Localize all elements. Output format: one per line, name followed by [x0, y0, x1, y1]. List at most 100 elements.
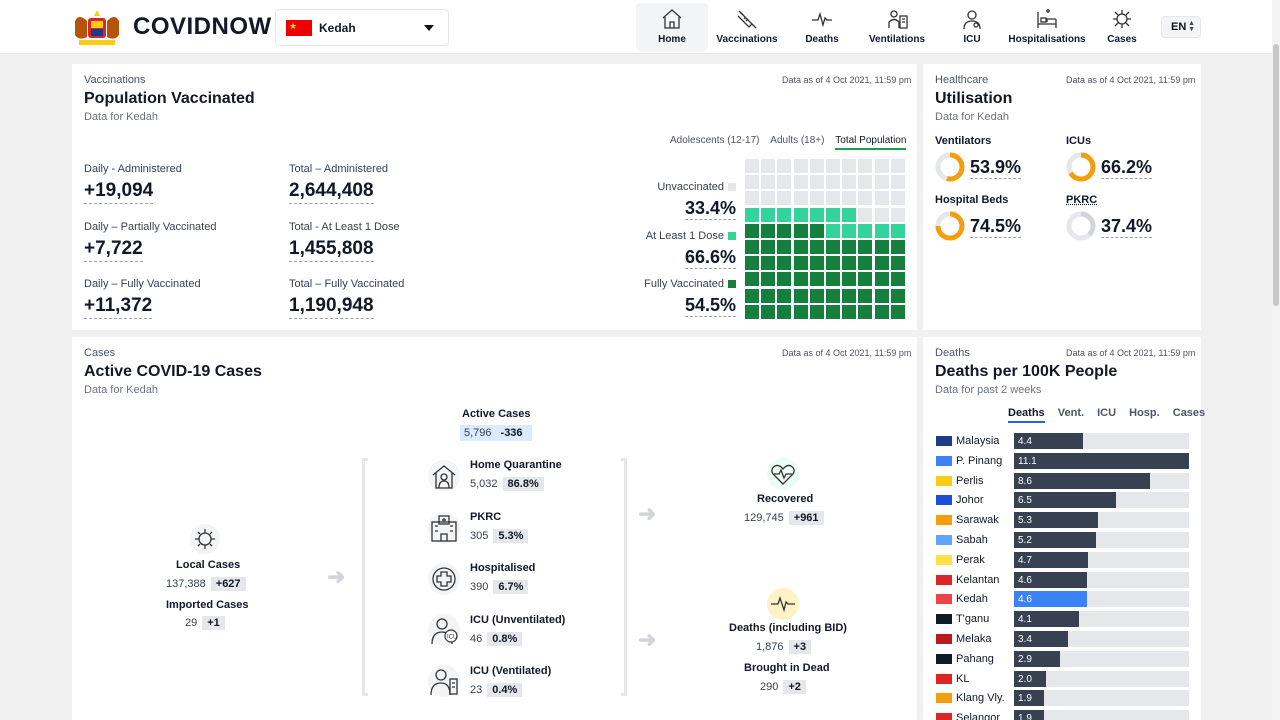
- waffle-cell: [809, 288, 824, 303]
- stat-daily-administered: Daily - Administered +19,094: [84, 163, 182, 204]
- deaths-row[interactable]: Klang Vly. 1.9: [935, 690, 1189, 707]
- arrow-right-icon: ➜: [638, 627, 657, 652]
- deaths-row[interactable]: Sarawak 5.3: [935, 512, 1189, 529]
- tab-vent[interactable]: Vent.: [1057, 407, 1085, 419]
- waffle-cell: [842, 223, 857, 238]
- state-dropdown[interactable]: ★ Kedah: [275, 9, 449, 46]
- bar: 1.9: [1014, 710, 1044, 720]
- bar-track: 1.9: [1014, 690, 1189, 707]
- tab-cases[interactable]: Cases: [1172, 407, 1206, 419]
- state-flag-icon: [936, 634, 952, 644]
- waffle-cell: [858, 207, 873, 222]
- card-label: Deaths: [935, 347, 970, 359]
- hospitalised-title: Hospitalised: [470, 562, 536, 574]
- deaths-row[interactable]: Perlis 8.6: [935, 472, 1189, 489]
- bar-track: 1.9: [1014, 710, 1189, 720]
- deaths-row[interactable]: Kedah 4.6: [935, 591, 1189, 608]
- state-flag-icon: [936, 693, 952, 704]
- scrollbar-thumb[interactable]: [1273, 44, 1279, 306]
- waffle-cell: [761, 175, 776, 190]
- state-flag-icon: [936, 515, 952, 526]
- deaths-row[interactable]: Selangor 1.9: [935, 710, 1189, 720]
- arrow-right-icon: ➜: [327, 564, 346, 589]
- waffle-cell: [809, 159, 824, 173]
- waffle-cell: [842, 304, 857, 319]
- language-select[interactable]: EN ▲ ▼: [1161, 16, 1201, 38]
- imported-cases-value: 29 +1: [185, 616, 225, 630]
- data-as-of: Data as of 4 Oct 2021, 11:59 pm: [1066, 348, 1196, 358]
- nav-ventilations[interactable]: Ventilations: [864, 3, 930, 51]
- state-name: Kelantan: [956, 573, 1000, 586]
- nav-deaths[interactable]: Deaths: [792, 3, 852, 51]
- nav-icu[interactable]: ICU: [947, 3, 997, 51]
- tab-hosp[interactable]: Hosp.: [1129, 407, 1160, 419]
- deaths-row[interactable]: Sabah 5.2: [935, 532, 1189, 548]
- tab-deaths[interactable]: Deaths: [1008, 407, 1045, 423]
- util-pkrc: PKRC 37.4%: [1066, 194, 1153, 241]
- bar: 3.4: [1014, 631, 1068, 647]
- deaths-row[interactable]: Johor 6.5: [935, 492, 1189, 509]
- waffle-cell: [777, 175, 792, 190]
- card-label: Healthcare: [935, 74, 989, 86]
- waffle-cell: [809, 256, 824, 271]
- tab-adolescents[interactable]: Adolescents (12-17): [670, 135, 760, 146]
- building-icon: [428, 512, 460, 544]
- card-title: Population Vaccinated: [84, 90, 255, 107]
- waffle-cell: [777, 240, 792, 254]
- icu-unventilated-title: ICU (Unventilated): [470, 614, 566, 626]
- deaths-row[interactable]: Perak 4.7: [935, 551, 1189, 568]
- waffle-cell: [793, 207, 808, 222]
- deaths-row[interactable]: KL 2.0: [935, 670, 1189, 687]
- nav-home[interactable]: Home: [636, 3, 708, 51]
- ring-chart: [935, 152, 965, 182]
- nav-vaccinations[interactable]: Vaccinations: [713, 3, 781, 51]
- waffle-cell: [745, 288, 759, 303]
- deaths-row[interactable]: Kelantan 4.6: [935, 571, 1189, 588]
- waffle-cell: [858, 240, 873, 254]
- hospital-bed-icon: [1037, 9, 1057, 28]
- deaths-row[interactable]: Malaysia 4.4: [935, 433, 1189, 449]
- page-scrollbar[interactable]: [1272, 0, 1280, 720]
- waffle-cell: [842, 175, 857, 190]
- bar-track: 4.6: [1014, 591, 1189, 608]
- deaths-row[interactable]: Melaka 3.4: [935, 631, 1189, 647]
- waffle-cell: [890, 240, 905, 254]
- data-as-of: Data as of 4 Oct 2021, 11:59 pm: [782, 75, 912, 85]
- waffle-cell: [874, 304, 889, 319]
- deaths-row[interactable]: T'ganu 4.1: [935, 611, 1189, 628]
- util-hospital-beds: Hospital Beds 74.5%: [935, 194, 1022, 241]
- legend-fully-vaccinated: Fully Vaccinated 54.5%: [644, 278, 736, 317]
- deaths-row[interactable]: P. Pinang 11.1: [935, 452, 1189, 469]
- state-flag-icon: [936, 574, 952, 585]
- waffle-cell: [858, 191, 873, 206]
- nav-cases[interactable]: Cases: [1099, 3, 1145, 51]
- ring-chart: [1066, 211, 1096, 241]
- waffle-cell: [761, 288, 776, 303]
- pulse-icon: [812, 11, 832, 28]
- tab-total-population[interactable]: Total Population: [835, 135, 907, 150]
- waffle-cell: [745, 240, 759, 254]
- bar-track: 4.6: [1014, 571, 1189, 588]
- waffle-cell: [793, 175, 808, 190]
- coat-of-arms-logo[interactable]: [71, 9, 123, 47]
- waffle-cell: [777, 207, 792, 222]
- card-title: Active COVID-19 Cases: [84, 363, 262, 380]
- nav-hospitalisations[interactable]: Hospitalisations: [1008, 3, 1086, 51]
- tab-adults[interactable]: Adults (18+): [770, 135, 825, 146]
- doctor-icon: [963, 10, 981, 30]
- population-tabs: Adolescents (12-17) Adults (18+) Total P…: [662, 135, 907, 150]
- bar: 2.0: [1014, 670, 1046, 687]
- deaths-row[interactable]: Pahang 2.9: [935, 650, 1189, 667]
- home-quarantine-value: 5,032 86.8%: [470, 477, 544, 491]
- waffle-cell: [761, 304, 776, 319]
- waffle-cell: [826, 272, 840, 287]
- waffle-cell: [761, 256, 776, 271]
- bar-track: 4.4: [1014, 433, 1189, 449]
- tab-icu[interactable]: ICU: [1097, 407, 1117, 419]
- active-cases-value: 5,796 -336: [460, 425, 532, 441]
- waffle-cell: [809, 207, 824, 222]
- waffle-cell: [858, 288, 873, 303]
- icu-ventilated-value: 23 0.4%: [470, 683, 523, 697]
- icu-ventilated-title: ICU (Ventilated): [470, 665, 552, 677]
- bar: 8.6: [1014, 472, 1150, 489]
